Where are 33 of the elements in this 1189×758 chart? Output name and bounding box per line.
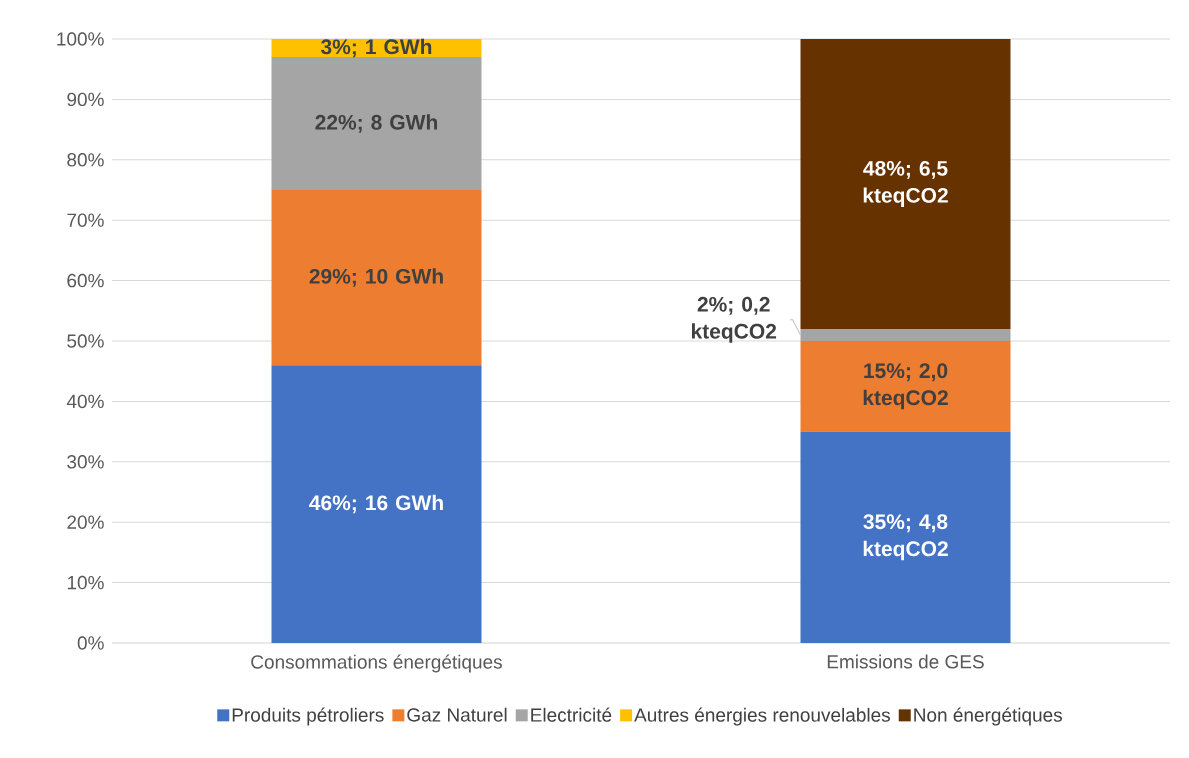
legend-label: Non énergétiques [914, 707, 1063, 726]
data-label: 3%; 1 GWh [320, 38, 432, 58]
data-label: 35%; 4,8 kteqCO2 [863, 514, 948, 561]
bar [800, 431, 1011, 643]
y-tick-label: 10% [67, 575, 104, 590]
bar [800, 341, 1011, 432]
legend-label: Gaz Naturel [407, 707, 507, 722]
y-tick-label: 80% [67, 153, 104, 167]
y-tick-label: 40% [66, 394, 104, 409]
y-tick-label: 50% [67, 334, 104, 348]
legend-label: Electricité [531, 707, 612, 722]
y-tick-label: 30% [67, 455, 104, 469]
bar [800, 328, 1011, 341]
data-label: 46%; 16 GWh [309, 494, 443, 514]
y-tick-label: 70% [67, 213, 104, 227]
y-tick-label: 60% [67, 273, 104, 288]
bar [271, 189, 482, 366]
data-label: 2%; 0,2 kteqCO2 [692, 296, 777, 343]
data-label: 29%; 10 GWh [309, 268, 443, 287]
bar [800, 38, 1011, 329]
bar [271, 57, 482, 190]
data-label: 48%; 6,5 kteqCO2 [863, 160, 948, 207]
legend-label: Produits pétroliers [232, 707, 384, 726]
bar [271, 365, 482, 643]
y-tick-label: 100% [57, 32, 104, 46]
data-label: 22%; 8 GWh [315, 114, 438, 133]
data-label: 15%; 2,0 kteqCO2 [863, 363, 948, 410]
y-tick-label: 0% [77, 636, 104, 650]
legend-label: Autres énergies renouvelables [634, 707, 890, 726]
x-tick-label: Consommations énergétiques [251, 654, 502, 673]
x-tick-label: Emissions de GES [827, 654, 984, 669]
y-tick-label: 90% [67, 92, 104, 107]
y-tick-label: 20% [67, 515, 104, 529]
